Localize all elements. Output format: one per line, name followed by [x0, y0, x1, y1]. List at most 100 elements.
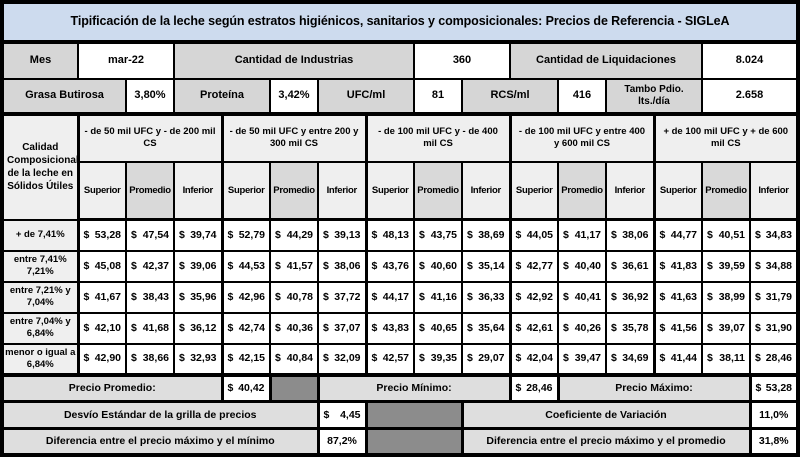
currency-symbol: $ — [179, 290, 185, 303]
currency-symbol: $ — [563, 321, 569, 334]
price-cell: $34,83 — [749, 218, 800, 252]
currency-symbol: $ — [707, 321, 713, 334]
currency-symbol: $ — [515, 228, 522, 241]
price-cell: $41,17 — [557, 218, 607, 252]
price-amount: 42,04 — [526, 352, 553, 365]
precio-maximo-value: $53,28 — [748, 373, 800, 404]
group-header-3: - de 100 mil UFC y - de 400 mil CS — [364, 112, 512, 164]
price-cell: $40,51 — [701, 218, 751, 252]
price-amount: 39,59 — [718, 259, 745, 272]
currency-symbol: $ — [227, 259, 234, 272]
price-amount: 29,07 — [478, 352, 505, 365]
subheader-inferior: Inferior — [461, 161, 512, 222]
summary-diferencia-row: Diferencia entre el precio máximo y el m… — [0, 426, 800, 457]
price-cell: $37,07 — [317, 311, 368, 345]
group-header-1: - de 50 mil UFC y - de 200 mil CS — [76, 112, 224, 164]
price-amount: 42,96 — [238, 290, 265, 303]
price-amount: 38,06 — [334, 259, 361, 272]
price-amount: 34,83 — [765, 228, 792, 241]
price-amount: 42,92 — [526, 290, 553, 303]
price-amount: 42,15 — [238, 352, 265, 365]
currency-symbol: $ — [755, 290, 761, 303]
table-row: menor o igual a 6,84% $42,90 $38,66 $32,93… — [1, 342, 800, 378]
price-cell: $41,44 — [653, 342, 703, 378]
currency-symbol: $ — [467, 352, 473, 365]
price-amount: 38,11 — [719, 352, 745, 365]
price-cell: $41,16 — [413, 280, 463, 314]
subheader-promedio: Promedio — [701, 161, 751, 222]
price-amount: 31,90 — [765, 321, 792, 334]
price-amount: 37,72 — [334, 290, 361, 303]
subheader-superior: Superior — [221, 161, 271, 222]
currency-symbol: $ — [707, 259, 713, 272]
currency-symbol: $ — [371, 321, 378, 334]
currency-symbol: $ — [659, 259, 666, 272]
currency-symbol: $ — [227, 382, 234, 395]
corner-header: Calidad Composicional de la leche en Sól… — [1, 112, 80, 221]
currency-symbol: $ — [467, 259, 473, 272]
price-cell: $45,08 — [77, 249, 127, 283]
currency-symbol: $ — [515, 321, 522, 334]
price-cell: $36,12 — [173, 311, 224, 345]
filler-cell — [364, 400, 464, 430]
price-cell: $44,29 — [269, 218, 319, 252]
subheader-row: Superior Promedio Inferior Superior Prom… — [2, 161, 799, 222]
precio-minimo-label: Precio Mínimo: — [316, 373, 512, 404]
currency-symbol: $ — [131, 290, 137, 303]
price-cell: $32,09 — [317, 342, 368, 378]
rcs-label: RCS/ml — [461, 78, 559, 116]
price-amount: 35,64 — [478, 321, 505, 334]
price-amount: 36,12 — [190, 321, 217, 334]
price-cell: $41,67 — [77, 280, 127, 314]
price-amount: 34,69 — [622, 352, 649, 365]
info-row-1: Mes mar-22 Cantidad de Industrias 360 Ca… — [1, 40, 799, 81]
price-cell: $43,83 — [365, 311, 415, 345]
price-amount: 44,05 — [526, 228, 553, 241]
row-label: entre 7,41% 7,21% — [1, 249, 80, 283]
subheader-inferior: Inferior — [173, 161, 224, 222]
price-cell: $44,05 — [509, 218, 559, 252]
dif-max-prom-label: Diferencia entre el precio máximo y el p… — [460, 426, 752, 457]
price-amount: 36,92 — [622, 290, 649, 303]
grasa-value: 3,80% — [125, 78, 175, 116]
subheader-inferior: Inferior — [605, 161, 656, 222]
dif-max-prom-value: 31,8% — [748, 426, 800, 457]
price-cell: $44,77 — [653, 218, 703, 252]
price-amount: 43,83 — [382, 321, 409, 334]
price-cell: $40,65 — [413, 311, 463, 345]
row-label: + de 7,41% — [1, 218, 80, 252]
currency-symbol: $ — [275, 228, 281, 241]
price-cell: $37,72 — [317, 280, 368, 314]
price-amount: 42,74 — [238, 321, 265, 334]
price-amount: 42,61 — [526, 321, 553, 334]
currency-symbol: $ — [275, 290, 281, 303]
ufc-value: 81 — [413, 78, 463, 116]
price-amount: 40,60 — [430, 259, 457, 272]
price-amount: 43,76 — [382, 259, 409, 272]
currency-symbol: $ — [611, 228, 617, 241]
subheader-superior: Superior — [365, 161, 415, 222]
currency-symbol: $ — [467, 321, 473, 334]
price-amount: 44,17 — [382, 290, 409, 303]
price-cell: $38,06 — [317, 249, 368, 283]
amount: 4,45 — [340, 408, 361, 421]
price-cell: $32,93 — [173, 342, 224, 378]
price-cell: $36,61 — [605, 249, 656, 283]
price-cell: $35,96 — [173, 280, 224, 314]
amount: 53,28 — [765, 382, 792, 395]
currency-symbol: $ — [179, 321, 185, 334]
liquidaciones-value: 8.024 — [701, 40, 799, 81]
price-amount: 36,61 — [622, 259, 649, 272]
currency-symbol: $ — [323, 408, 330, 421]
price-amount: 39,74 — [190, 228, 217, 241]
summary-price-row: Precio Promedio: $40,42 Precio Mínimo: $… — [0, 373, 800, 404]
currency-symbol: $ — [467, 228, 473, 241]
currency-symbol: $ — [611, 290, 617, 303]
currency-symbol: $ — [659, 352, 666, 365]
price-cell: $44,17 — [365, 280, 415, 314]
currency-symbol: $ — [275, 321, 281, 334]
currency-symbol: $ — [515, 259, 522, 272]
currency-symbol: $ — [371, 290, 378, 303]
liquidaciones-label: Cantidad de Liquidaciones — [509, 40, 703, 81]
price-cell: $48,13 — [365, 218, 415, 252]
